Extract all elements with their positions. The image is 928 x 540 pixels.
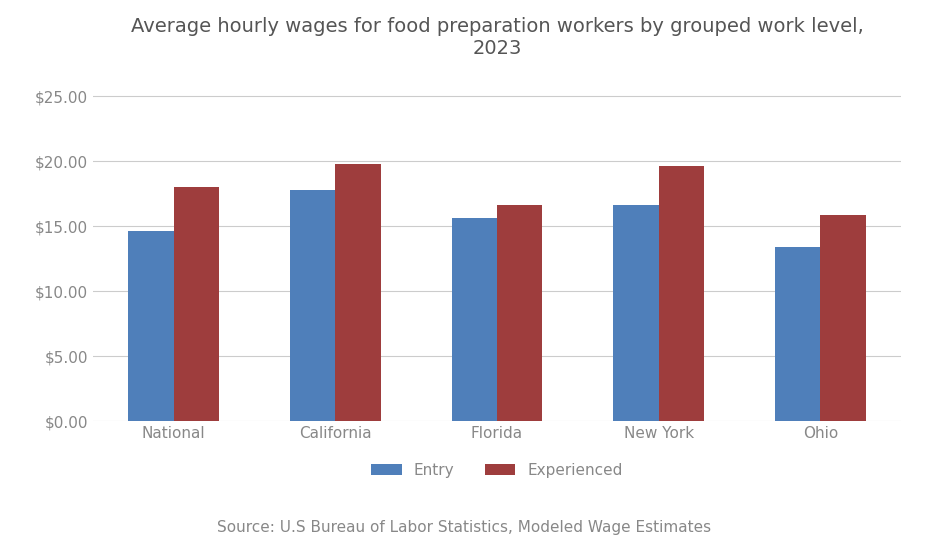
Bar	[658, 166, 703, 421]
Bar	[128, 232, 174, 421]
Text: Source: U.S Bureau of Labor Statistics, Modeled Wage Estimates: Source: U.S Bureau of Labor Statistics, …	[217, 519, 711, 535]
Bar	[819, 214, 865, 421]
Bar	[451, 218, 496, 421]
Bar	[774, 247, 819, 421]
Bar	[612, 205, 658, 421]
Title: Average hourly wages for food preparation workers by grouped work level,
2023: Average hourly wages for food preparatio…	[131, 17, 862, 58]
Bar	[496, 205, 542, 421]
Bar	[174, 187, 219, 421]
Legend: Entry, Experienced: Entry, Experienced	[365, 456, 628, 484]
Bar	[290, 190, 335, 421]
Bar	[335, 164, 380, 421]
